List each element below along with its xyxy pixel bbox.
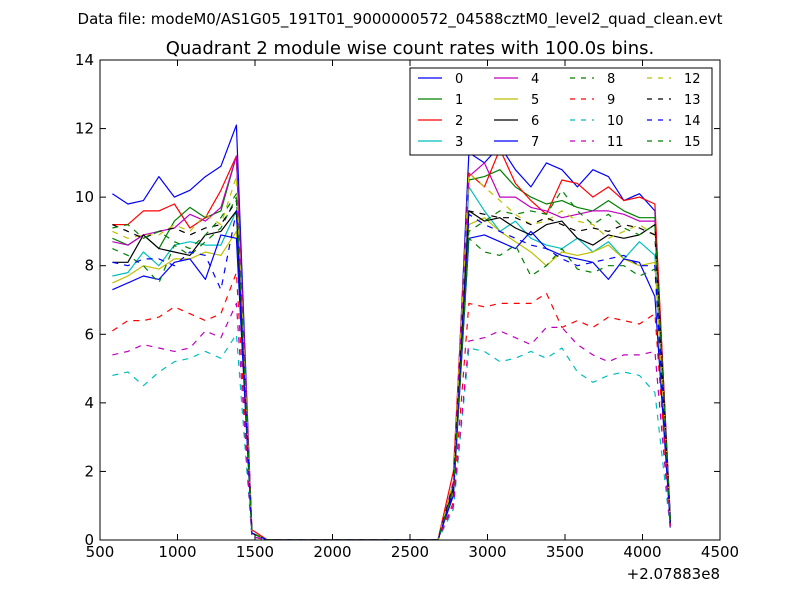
- series-line-12: [112, 172, 671, 540]
- series-line-10: [112, 333, 671, 540]
- y-tick-label: 4: [84, 394, 94, 412]
- legend-label-9: 9: [607, 93, 615, 108]
- legend-label-5: 5: [531, 93, 539, 108]
- y-tick-label: 12: [75, 120, 94, 138]
- x-tick-label: 1000: [158, 543, 196, 561]
- series-line-13: [112, 200, 671, 540]
- series-line-0: [112, 124, 671, 540]
- legend-label-7: 7: [531, 135, 539, 150]
- series-line-15: [112, 189, 671, 540]
- legend-label-3: 3: [455, 135, 463, 150]
- series-line-1: [112, 155, 671, 540]
- legend-label-0: 0: [455, 72, 463, 87]
- axis-ticks: 500 1000 1500 2000 2500 3000 3500 4000 4500 0 2 4 6 8…: [75, 51, 739, 561]
- x-tick-label: 3000: [468, 543, 506, 561]
- legend-label-13: 13: [684, 93, 701, 108]
- figure-suptitle: Data file: modeM0/AS1G05_191T01_90000005…: [78, 10, 723, 29]
- legend-label-8: 8: [607, 72, 615, 87]
- series-line-8: [112, 196, 671, 540]
- y-tick-label: 10: [75, 188, 94, 206]
- y-tick-label: 8: [84, 257, 94, 275]
- x-tick-label: 500: [86, 543, 115, 561]
- series-line-7: [112, 230, 671, 540]
- series-line-3: [112, 186, 671, 540]
- series-line-9: [112, 272, 671, 540]
- legend-label-14: 14: [684, 114, 701, 129]
- x-axis-offset-label: +2.07883e8: [627, 565, 720, 583]
- y-tick-label: 14: [75, 51, 94, 69]
- legend-label-12: 12: [684, 72, 701, 87]
- x-tick-label: 4000: [623, 543, 661, 561]
- y-tick-label: 2: [84, 462, 94, 480]
- x-tick-label: 3500: [546, 543, 584, 561]
- series-line-4: [112, 155, 671, 540]
- legend-label-15: 15: [684, 135, 701, 150]
- legend-label-2: 2: [455, 114, 463, 129]
- legend-label-10: 10: [607, 114, 624, 129]
- y-tick-label: 6: [84, 325, 94, 343]
- x-tick-label: 2000: [313, 543, 351, 561]
- legend-label-6: 6: [531, 114, 539, 129]
- series-line-14: [112, 210, 671, 540]
- legend-label-11: 11: [607, 135, 624, 150]
- legend-label-4: 4: [531, 72, 539, 87]
- series-line-5: [112, 217, 671, 540]
- chart-title: Quadrant 2 module wise count rates with …: [166, 38, 655, 59]
- series-layer: [112, 124, 671, 540]
- series-line-2: [112, 148, 671, 540]
- x-tick-label: 4500: [701, 543, 739, 561]
- x-tick-label: 2500: [391, 543, 429, 561]
- y-tick-label: 0: [84, 531, 94, 549]
- series-line-6: [112, 210, 671, 540]
- legend-label-1: 1: [455, 93, 463, 108]
- series-line-11: [112, 302, 671, 540]
- x-tick-label: 1500: [236, 543, 274, 561]
